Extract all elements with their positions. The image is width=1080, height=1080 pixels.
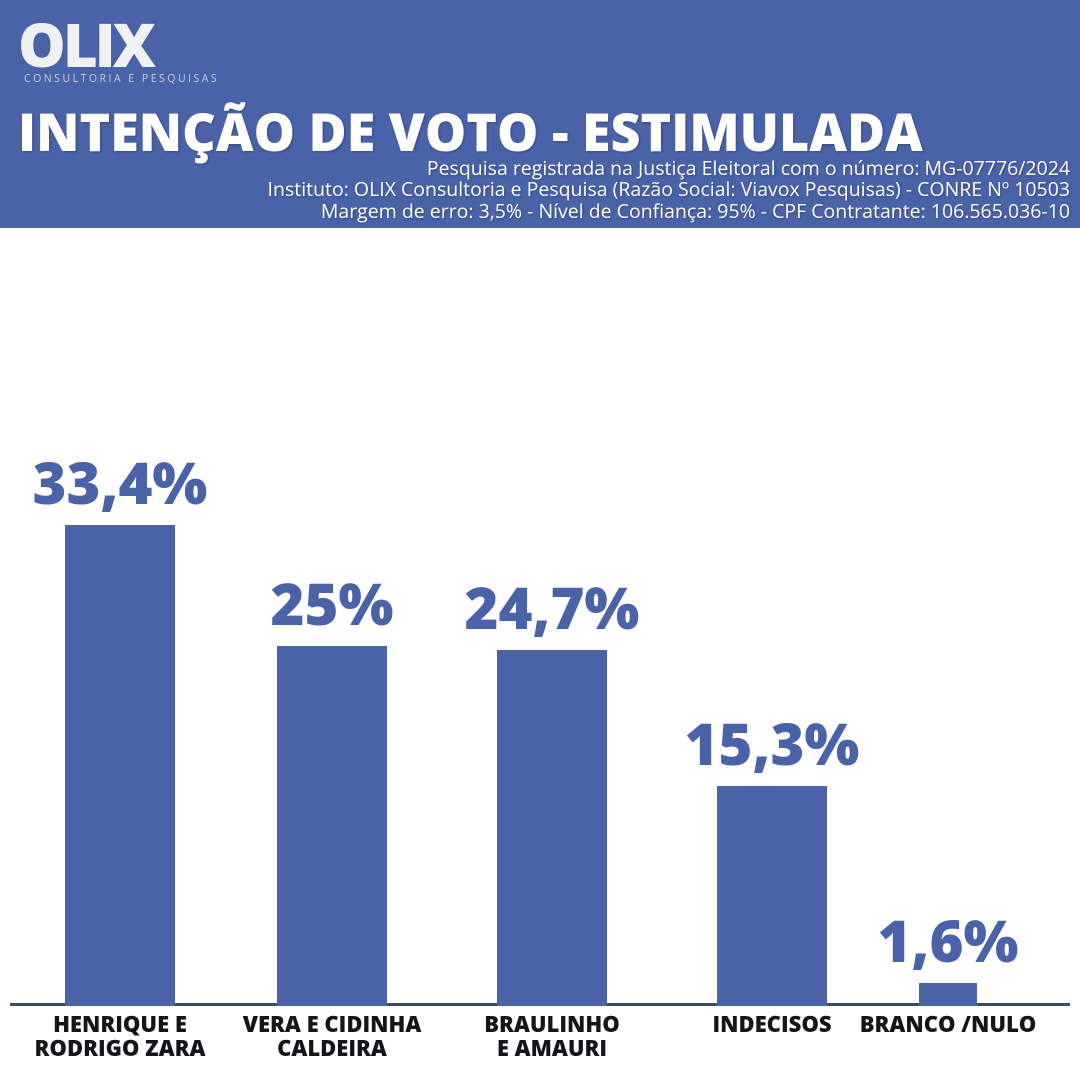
bar: [717, 786, 827, 1006]
brand-logo: OLIX CONSULTORIA E PESQUISAS: [18, 14, 1066, 86]
bar-value: 24,7%: [465, 567, 640, 646]
bar-value: 1,6%: [878, 900, 1019, 979]
bar-group: 1,6%BRANCO /NULO: [848, 900, 1048, 1006]
meta-line-3: Margem de erro: 3,5% - Nível de Confianç…: [268, 200, 1070, 222]
bar: [497, 650, 607, 1006]
bar-group: 24,7%BRAULINHOE AMAURI: [452, 567, 652, 1006]
bar-value: 15,3%: [685, 703, 860, 782]
bar-chart: 33,4%HENRIQUE ERODRIGO ZARA25%VERA E CID…: [0, 228, 1080, 1080]
bar-group: 25%VERA E CIDINHACALDEIRA: [232, 563, 432, 1006]
bar-label: BRAULINHOE AMAURI: [437, 1012, 667, 1060]
bar: [277, 646, 387, 1006]
bar-group: 33,4%HENRIQUE ERODRIGO ZARA: [20, 442, 220, 1006]
bar-group: 15,3%INDECISOS: [672, 703, 872, 1006]
bar: [919, 983, 977, 1006]
bar-value: 25%: [271, 563, 394, 642]
bar-value: 33,4%: [33, 442, 208, 521]
bar-label: VERA E CIDINHACALDEIRA: [217, 1012, 447, 1060]
header: OLIX CONSULTORIA E PESQUISAS INTENÇÃO DE…: [0, 0, 1080, 228]
bar: [65, 525, 175, 1006]
brand-tagline: CONSULTORIA E PESQUISAS: [24, 72, 219, 86]
survey-meta: Pesquisa registrada na Justiça Eleitoral…: [268, 157, 1070, 222]
bar-label: BRANCO /NULO: [833, 1012, 1063, 1036]
brand-name: OLIX: [18, 14, 153, 74]
bar-label: HENRIQUE ERODRIGO ZARA: [5, 1012, 235, 1060]
